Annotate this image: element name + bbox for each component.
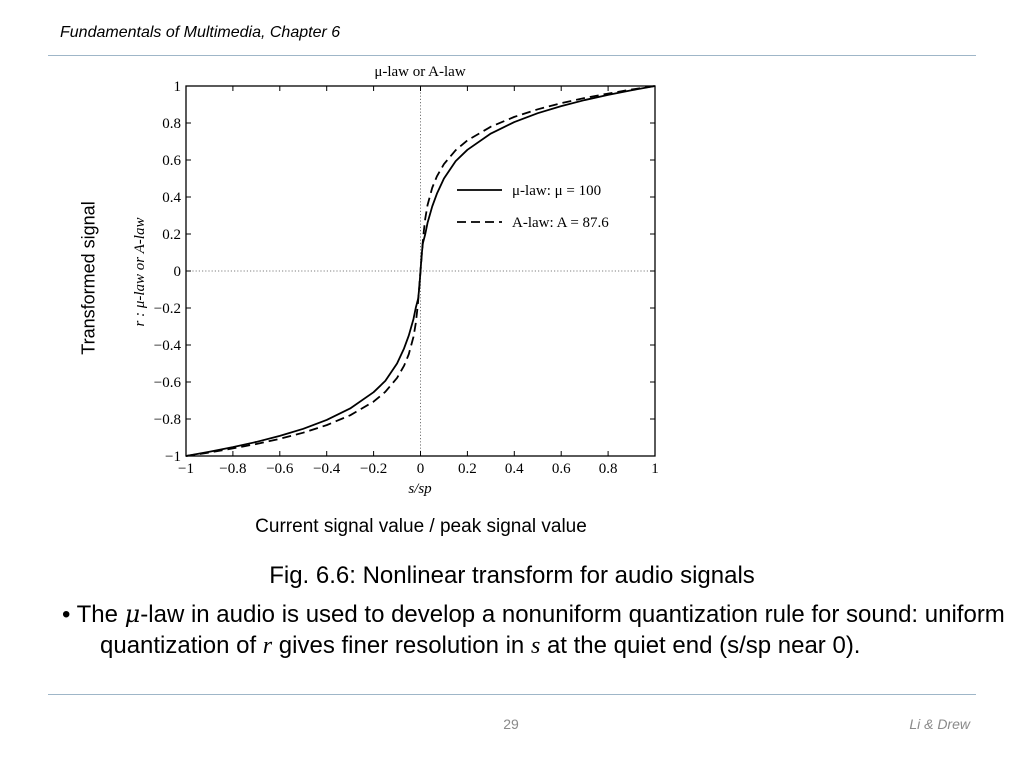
header-divider [48,55,976,56]
y-tick-label: −0.6 [154,375,182,391]
y-tick-label: 0.6 [162,153,181,169]
x-tick-label: −0.2 [360,461,387,477]
y-axis-label: r : μ-law or A-law [132,218,148,327]
y-axis-caption: Transformed signal [78,201,99,355]
x-tick-label: 0.6 [552,461,571,477]
bullet-mu: μ [124,600,141,628]
legend-entry: μ-law: μ = 100 [512,183,601,199]
bullet-point: • The μ-law in audio is used to develop … [62,599,1020,662]
figure-caption: Fig. 6.6: Nonlinear transform for audio … [269,562,755,589]
a-law-curve [185,85,656,457]
x-tick-label: −0.8 [219,461,246,477]
bullet-text-b: -law in audio is used to develop a nonun… [100,601,1005,659]
y-tick-label: 0.4 [162,190,181,206]
y-tick-label: −0.4 [154,338,182,354]
x-axis-caption: Current signal value / peak signal value [255,516,587,537]
x-tick-label: 0.2 [458,461,477,477]
bullet-var-s: s [530,633,541,659]
y-tick-label: 0.8 [162,116,181,132]
bullet-text-c: gives finer resolution in [272,632,531,659]
y-tick-label: 0 [174,264,182,280]
y-tick-label: −0.2 [154,301,181,317]
x-tick-label: −0.6 [266,461,294,477]
x-tick-label: 0.4 [505,461,524,477]
bullet-text-a: The [76,601,125,628]
companding-chart: μ-law or A-law −1 −0.8 −0.6 −0.4 −0.2 0 0.2 0.4… [132,64,659,497]
y-tick-label: 0.2 [162,227,181,243]
x-tick-label: 0 [417,461,425,477]
x-axis-label: s/sp [408,481,432,497]
y-tick-label: −1 [165,449,181,465]
author-credit: Li & Drew [909,716,970,732]
legend-entry: A-law: A = 87.6 [512,215,609,231]
y-tick-label: 1 [174,79,182,95]
x-tick-label: 1 [651,461,659,477]
y-tick-label: −0.8 [154,412,181,428]
x-tick-label: −0.4 [313,461,341,477]
footer-divider [48,694,976,695]
x-tick-label: −1 [178,461,194,477]
page-number: 29 [503,716,519,732]
bullet-marker: • [62,601,71,628]
chart-title: μ-law or A-law [374,64,466,80]
slide-header-title: Fundamentals of Multimedia, Chapter 6 [60,24,341,41]
bullet-text-d: at the quiet end (s/sp near 0). [540,632,861,659]
x-tick-label: 0.8 [599,461,618,477]
bullet-var-r: r [262,633,273,659]
